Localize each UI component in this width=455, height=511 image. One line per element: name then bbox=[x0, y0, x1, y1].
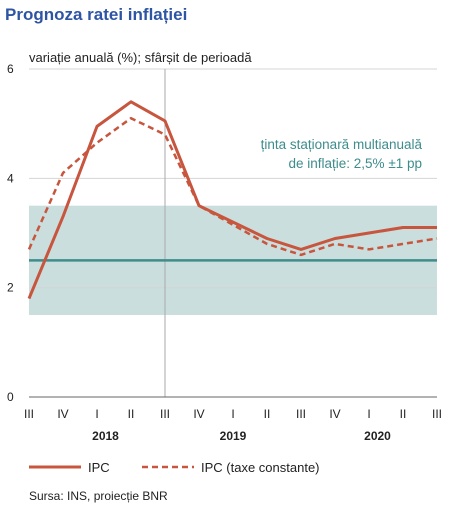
y-tick-label: 4 bbox=[7, 171, 14, 185]
chart-title: Prognoza ratei inflației bbox=[5, 5, 187, 24]
chart-subtitle: variație anuală (%); sfârșit de perioadă bbox=[29, 50, 252, 65]
x-tick-label: IV bbox=[57, 407, 68, 421]
year-label: 2019 bbox=[220, 429, 247, 443]
legend-ipc-constant-tax-label: IPC (taxe constante) bbox=[201, 460, 320, 475]
year-label: 2018 bbox=[92, 429, 119, 443]
source-note: Sursa: INS, proiecție BNR bbox=[29, 489, 168, 503]
target-label-line1: ținta staționară multianuală bbox=[261, 137, 423, 152]
y-tick-label: 6 bbox=[7, 62, 14, 76]
y-tick-label: 0 bbox=[7, 390, 14, 404]
x-tick-label: I bbox=[367, 407, 370, 421]
x-tick-label: I bbox=[95, 407, 98, 421]
x-tick-label: II bbox=[400, 407, 407, 421]
year-label: 2020 bbox=[364, 429, 391, 443]
x-tick-label: III bbox=[296, 407, 306, 421]
x-tick-label: II bbox=[264, 407, 271, 421]
y-tick-label: 2 bbox=[7, 281, 14, 295]
x-tick-label: I bbox=[231, 407, 234, 421]
x-tick-label: II bbox=[128, 407, 135, 421]
series-ipc-constant-tax-line bbox=[27, 116, 438, 257]
target-label-line2: de inflație: 2,5% ±1 pp bbox=[289, 156, 423, 171]
x-tick-label: III bbox=[432, 407, 442, 421]
x-tick-label: IV bbox=[329, 407, 340, 421]
x-tick-label: III bbox=[160, 407, 170, 421]
legend-ipc-label: IPC bbox=[88, 460, 110, 475]
x-tick-label: IV bbox=[193, 407, 204, 421]
x-tick-label: III bbox=[24, 407, 34, 421]
series-ipc-line bbox=[27, 100, 437, 300]
